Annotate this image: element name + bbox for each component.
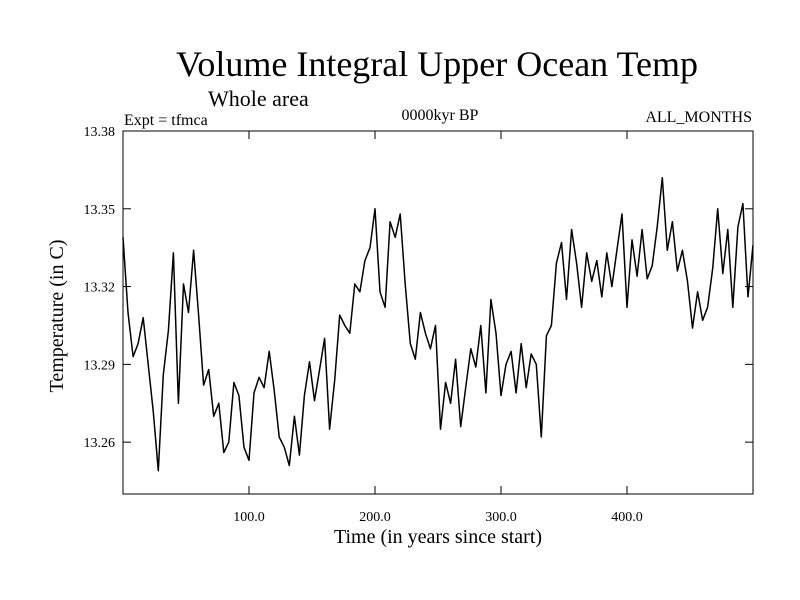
chart-subtitle: Whole area (208, 86, 309, 111)
x-tick-label: 200.0 (359, 510, 391, 525)
y-axis-ticks: 13.26 13.29 13.32 13.35 13.38 (84, 125, 753, 451)
x-tick-label: 400.0 (611, 510, 643, 525)
months-label: ALL_MONTHS (645, 109, 752, 126)
y-tick-label: 13.38 (84, 125, 116, 140)
x-tick-label: 100.0 (233, 510, 265, 525)
y-axis-label: Temperature (in C) (46, 240, 68, 393)
plot-frame (122, 130, 754, 495)
series-layer (122, 176, 754, 472)
y-tick-label: 13.29 (84, 358, 116, 373)
y-tick-label: 13.35 (84, 203, 116, 218)
experiment-label: Expt = tfmca (124, 112, 208, 129)
y-tick-label: 13.26 (84, 436, 116, 451)
series-line-0 (122, 176, 754, 472)
x-axis-ticks: 100.0 200.0 300.0 400.0 (233, 131, 643, 525)
x-axis-label: Time (in years since start) (334, 526, 542, 548)
period-label: 0000kyr BP (402, 107, 479, 124)
chart-title: Volume Integral Upper Ocean Temp (176, 44, 698, 84)
y-tick-label: 13.32 (84, 281, 116, 296)
x-tick-label: 300.0 (485, 510, 517, 525)
